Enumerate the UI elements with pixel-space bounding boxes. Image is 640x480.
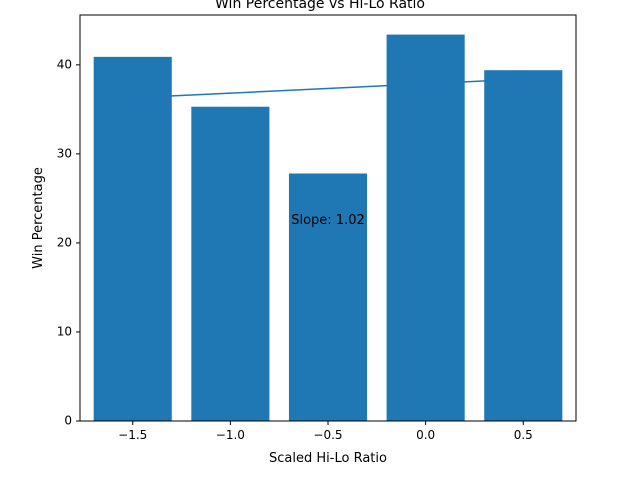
bar-0 bbox=[93, 56, 172, 421]
slope-annotation: Slope: 1.02 bbox=[291, 213, 365, 228]
x-tick-label-1: −1.0 bbox=[216, 428, 245, 442]
chart-title: Win Percentage vs Hi-Lo Ratio bbox=[215, 0, 425, 12]
y-ticks-group: 0 10 20 30 40 bbox=[57, 57, 80, 428]
trend-line bbox=[132, 78, 524, 99]
annotation-group: Slope: 1.02 bbox=[291, 213, 365, 228]
y-tick-label-4: 40 bbox=[57, 57, 72, 71]
x-tick-label-3: 0.0 bbox=[416, 428, 435, 442]
y-axis-label: Win Percentage bbox=[31, 167, 46, 269]
bar-2 bbox=[288, 173, 368, 421]
x-tick-label-0: −1.5 bbox=[118, 428, 147, 442]
y-tick-label-3: 30 bbox=[57, 146, 72, 160]
bars-group bbox=[93, 34, 563, 422]
bar-1 bbox=[191, 106, 270, 421]
x-ticks-group: −1.5 −1.0 −0.5 0.0 0.5 bbox=[118, 421, 533, 442]
x-axis-label: Scaled Hi-Lo Ratio bbox=[269, 451, 387, 466]
x-tick-label-4: 0.5 bbox=[514, 428, 533, 442]
y-tick-label-1: 10 bbox=[57, 324, 72, 338]
x-tick-label-2: −0.5 bbox=[313, 428, 342, 442]
bar-3 bbox=[386, 34, 465, 422]
y-tick-label-0: 0 bbox=[64, 414, 72, 428]
y-tick-label-2: 20 bbox=[57, 235, 72, 249]
trend-line-group bbox=[132, 78, 524, 99]
bar-4 bbox=[484, 70, 563, 421]
